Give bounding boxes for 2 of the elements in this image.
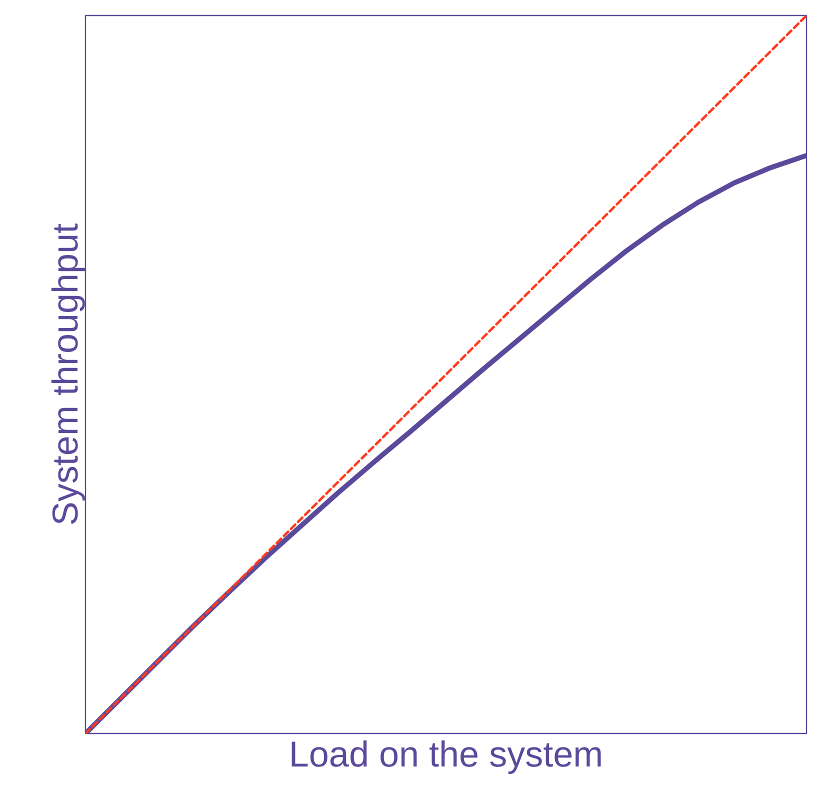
x-axis-title: Load on the system <box>288 734 604 774</box>
y-axis-title: System throughput <box>44 223 86 526</box>
